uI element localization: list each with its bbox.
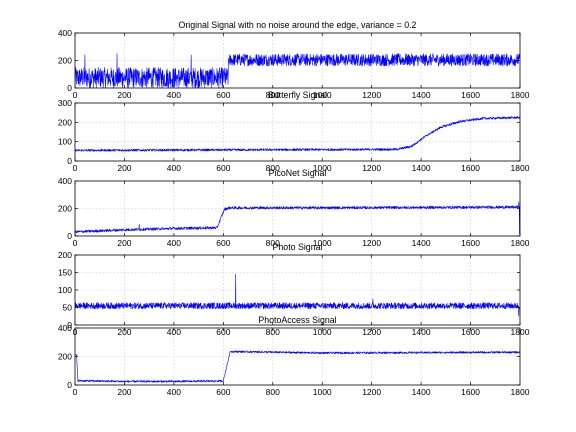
x-tick-label: 1800 — [511, 163, 530, 173]
x-tick-label: 0 — [73, 387, 78, 397]
y-tick-label: 0 — [67, 83, 72, 93]
series-line — [74, 53, 521, 89]
x-tick-label: 1400 — [412, 387, 431, 397]
x-tick-label: 800 — [266, 90, 280, 100]
x-tick-label: 400 — [167, 387, 181, 397]
x-tick-label: 1200 — [362, 163, 381, 173]
y-tick-label: 0 — [67, 320, 72, 330]
x-tick-label: 1000 — [313, 163, 332, 173]
series-line — [74, 116, 521, 152]
x-tick-label: 1600 — [461, 387, 480, 397]
subplot-title: Butterfly Signal — [268, 90, 327, 100]
x-tick-label: 800 — [266, 163, 280, 173]
series-line — [74, 201, 521, 235]
x-tick-label: 0 — [73, 90, 78, 100]
y-tick-label: 200 — [58, 117, 72, 127]
x-tick-label: 800 — [266, 238, 280, 248]
x-tick-label: 800 — [266, 387, 280, 397]
y-tick-label: 100 — [58, 285, 72, 295]
x-tick-label: 1800 — [511, 238, 530, 248]
x-tick-label: 600 — [216, 163, 230, 173]
x-tick-label: 200 — [117, 163, 131, 173]
y-tick-label: 0 — [67, 231, 72, 241]
series-line — [74, 273, 521, 317]
x-tick-label: 400 — [167, 238, 181, 248]
subplot-title: Original Signal with no noise around the… — [179, 20, 417, 30]
x-tick-label: 200 — [117, 90, 131, 100]
y-tick-label: 400 — [58, 323, 72, 333]
x-tick-label: 600 — [216, 387, 230, 397]
x-tick-label: 1400 — [412, 163, 431, 173]
x-tick-label: 1000 — [313, 90, 332, 100]
x-tick-label: 1800 — [511, 90, 530, 100]
y-tick-label: 0 — [67, 380, 72, 390]
x-tick-label: 1200 — [362, 90, 381, 100]
x-tick-label: 1200 — [362, 238, 381, 248]
y-tick-label: 200 — [58, 204, 72, 214]
x-tick-label: 1800 — [511, 387, 530, 397]
x-tick-label: 1600 — [461, 163, 480, 173]
subplot-title: PicoNet Signal — [269, 168, 327, 178]
subplot-title: PhotoAccess Signal — [258, 315, 336, 325]
y-tick-label: 200 — [58, 352, 72, 362]
x-tick-label: 400 — [167, 163, 181, 173]
y-tick-label: 100 — [58, 137, 72, 147]
subplot-1: 0 200 400 600 800 1000 1200 1400 1600 1800 0 200 400… — [58, 20, 530, 100]
x-tick-label: 1600 — [461, 90, 480, 100]
x-tick-label: 600 — [216, 238, 230, 248]
y-tick-label: 150 — [58, 268, 72, 278]
x-tick-label: 1400 — [412, 90, 431, 100]
axes-frame — [74, 102, 521, 162]
subplot-3: 0 200 400 600 800 1000 1200 1400 1600 1800 0 200 400… — [58, 168, 530, 248]
y-tick-label: 400 — [58, 28, 72, 38]
x-tick-label: 1000 — [313, 387, 332, 397]
x-tick-label: 200 — [117, 387, 131, 397]
y-tick-label: 200 — [58, 250, 72, 260]
x-tick-label: 1000 — [313, 238, 332, 248]
subplot-2: 0 200 400 600 800 1000 1200 1400 1600 1800 0 100 200… — [58, 90, 530, 173]
y-tick-label: 400 — [58, 176, 72, 186]
x-tick-label: 400 — [167, 90, 181, 100]
y-tick-label: 200 — [58, 56, 72, 66]
x-tick-label: 0 — [73, 163, 78, 173]
y-tick-label: 300 — [58, 98, 72, 108]
y-tick-label: 0 — [67, 156, 72, 166]
x-tick-label: 200 — [117, 238, 131, 248]
x-tick-label: 1200 — [362, 387, 381, 397]
subplot-title: Photo Signal — [273, 242, 323, 252]
x-tick-label: 0 — [73, 238, 78, 248]
x-tick-label: 1400 — [412, 238, 431, 248]
y-tick-label: 50 — [63, 303, 73, 313]
series-line — [74, 350, 521, 383]
x-tick-label: 1600 — [461, 238, 480, 248]
x-tick-label: 600 — [216, 90, 230, 100]
subplot-5: 0 200 400 600 800 1000 1200 1400 1600 1800 0 200 400… — [58, 315, 530, 397]
